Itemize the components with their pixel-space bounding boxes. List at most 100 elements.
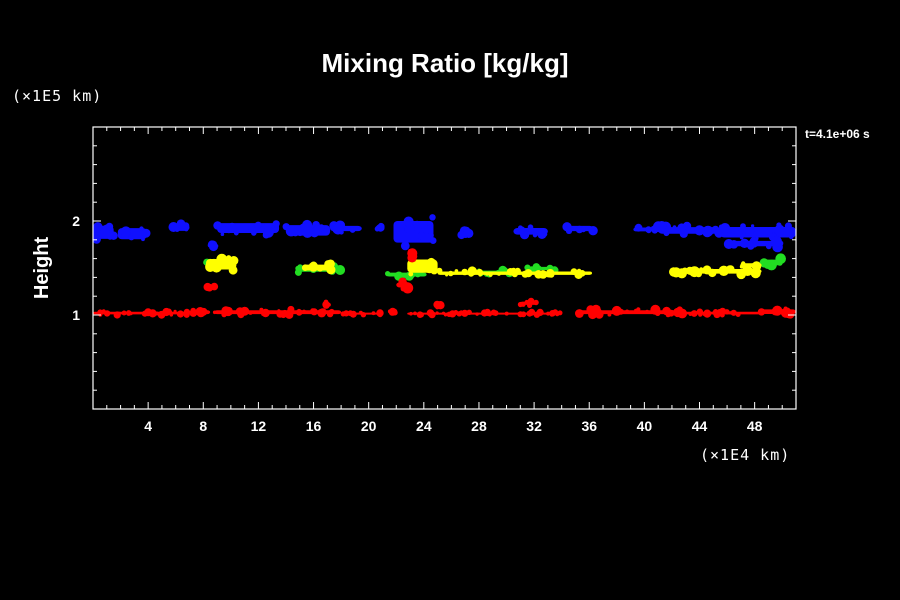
speckle [141,237,145,242]
speckle [702,312,706,316]
speckle [403,216,414,227]
speckle [229,256,239,266]
speckle [427,232,434,239]
axis-ticks [93,127,796,409]
speckle [546,311,551,316]
patch-yellow-0 [205,253,239,275]
speckle [750,224,755,228]
speckle [349,310,357,318]
speckle [221,306,231,316]
speckle [708,268,717,278]
plot-frame [92,126,797,410]
speckle [456,311,462,317]
speckle [447,270,454,277]
speckle [227,222,237,233]
speckle [93,222,103,232]
speckle [297,264,303,270]
speckle [208,286,212,290]
patch-blue-8 [393,214,437,251]
speckle [277,309,281,313]
speckle [518,226,526,234]
speckle [184,227,189,232]
speckle [297,230,303,237]
speckle [301,309,307,314]
speckle [213,221,222,230]
speckle [212,310,217,315]
x-tick-label: 28 [471,418,487,434]
patch-blue-1 [117,226,151,242]
speckle [735,312,741,317]
speckle [272,220,280,228]
patch-blue-2 [168,219,190,232]
y-unit-label: (×1E5 km) [12,87,102,105]
speckle [719,223,731,234]
speckle [681,267,689,275]
patch-red-13 [396,277,414,294]
speckle [322,300,330,309]
patch-red-0 [93,307,191,319]
patch-blue-11 [562,222,598,236]
series-red [93,248,796,320]
patch-yellow-5 [739,261,762,271]
speckle [117,311,122,316]
speckle [429,237,437,245]
speckle [228,265,238,275]
speckle [441,311,446,315]
speckle [297,308,301,313]
patch-yellow-1 [301,259,336,275]
speckle [454,269,459,273]
speckle [687,268,694,275]
patch-blue-14 [718,222,796,242]
patch-blue-4 [213,220,280,239]
speckle [784,222,793,230]
speckle [694,225,705,236]
speckle [695,267,700,273]
speckle [565,225,573,233]
patch-red-15 [433,300,445,310]
x-tick-label: 16 [306,418,322,434]
speckle [578,311,583,316]
speckle [173,223,180,230]
x-tick-label: 12 [251,418,267,434]
speckle [677,308,688,319]
speckle [105,222,114,231]
patch-blue-10 [513,224,548,240]
speckle [703,309,712,318]
speckle [409,311,413,316]
speckle [376,224,382,231]
x-tick-label: 4 [144,418,152,434]
speckle [585,226,589,230]
speckle [262,226,274,238]
speckle [301,264,309,272]
speckle [302,219,313,230]
speckle [302,227,313,238]
speckle [741,241,746,246]
speckle [148,309,157,318]
x-tick-label: 48 [747,418,763,434]
speckle [435,311,439,315]
speckle [555,312,560,317]
series-blue [92,214,796,253]
y-tick-label: 2 [72,213,80,229]
speckle [392,308,398,314]
speckle [199,307,208,316]
speckle [506,268,515,276]
patch-red-10 [761,305,796,319]
speckle [445,273,449,277]
speckle [750,268,761,279]
speckle [426,309,435,317]
patch-blue-15 [723,236,784,253]
speckle [205,261,216,272]
speckle [316,265,324,272]
patch-red-6 [448,308,507,318]
speckle [646,228,652,234]
speckle [101,309,106,314]
speckle [521,270,529,278]
patch-blue-0 [92,222,118,244]
patch-red-12 [322,299,331,309]
x-tick-label: 32 [526,418,542,434]
speckle [123,228,131,236]
speckle [588,226,598,236]
speckle [588,310,598,320]
